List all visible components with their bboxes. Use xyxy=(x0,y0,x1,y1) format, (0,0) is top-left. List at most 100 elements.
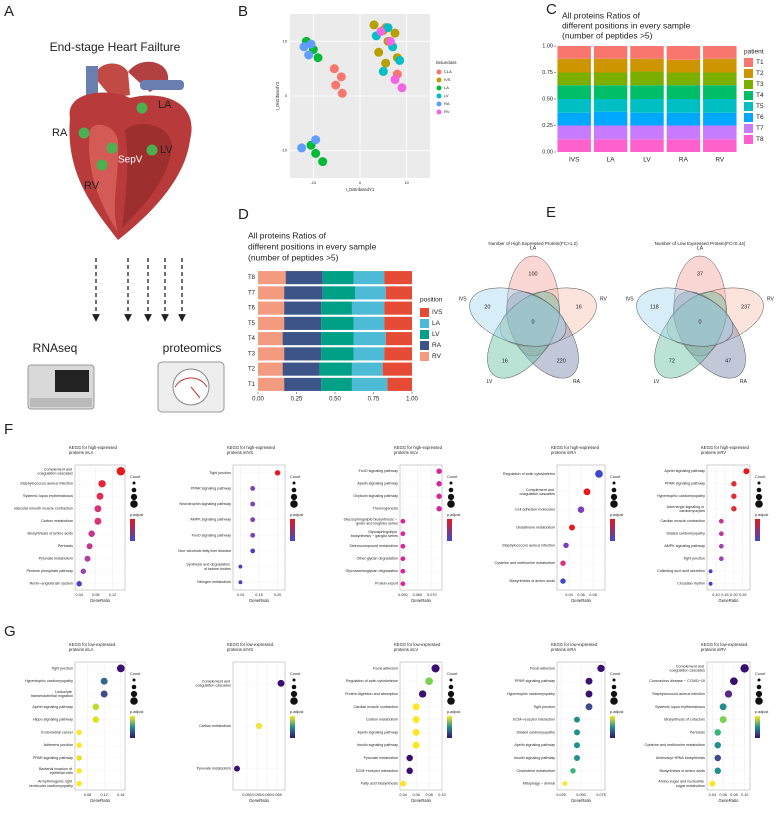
y-tick-label: Pyruvate metabolism xyxy=(197,767,231,771)
bar-segment xyxy=(666,46,701,60)
y-tick-label: FoxO signaling pathway xyxy=(359,469,399,473)
x-tick-label: 0.08 xyxy=(425,793,432,797)
legend-swatch xyxy=(132,481,136,485)
bar-segment xyxy=(322,271,354,285)
dot xyxy=(400,531,406,537)
y-tick-label: Pentose phosphate pathway xyxy=(26,569,73,573)
y-tick-label: Systemic lupus erythematosus xyxy=(23,494,73,498)
bar-segment xyxy=(258,316,285,330)
legend-title: Count xyxy=(610,672,621,676)
x-tick-label: 0.20 xyxy=(730,593,737,597)
y-tick-label: T7 xyxy=(248,290,256,296)
dot xyxy=(400,780,407,787)
x-tick-label: LV xyxy=(643,157,651,164)
color-bar xyxy=(755,716,760,738)
venn-count: 118 xyxy=(650,305,659,311)
dot xyxy=(98,480,106,488)
y-tick-label: Aminoacyl−tRNA biosynthesis xyxy=(656,756,705,760)
chart-title: All proteins Ratios of xyxy=(248,230,327,240)
dot xyxy=(412,703,420,711)
bar-segment xyxy=(322,286,356,300)
x-tick-label: 0.06 xyxy=(577,593,584,597)
y-tick-label: Cardiac muscle contraction xyxy=(354,705,398,709)
region-label: SepV xyxy=(118,155,143,166)
point xyxy=(385,36,395,46)
bar-segment xyxy=(385,286,412,300)
legend-swatch xyxy=(292,481,296,485)
bar-segment xyxy=(321,332,354,346)
dot xyxy=(585,690,593,698)
dot xyxy=(92,703,100,711)
venn-set xyxy=(499,287,597,347)
legend-label: T7 xyxy=(756,125,764,132)
dot xyxy=(597,664,605,673)
method-label: RNAseq xyxy=(33,341,78,355)
y-tick-label: Staphylococcus aureus infection xyxy=(20,482,73,486)
bar-segment xyxy=(284,347,322,361)
bar-segment xyxy=(666,85,701,99)
venn-count: 47 xyxy=(725,358,731,364)
x-tick-label: 0.075 xyxy=(596,793,606,797)
y-tick-label: T5 xyxy=(248,321,256,327)
bar-segment xyxy=(353,332,386,346)
legend-swatch xyxy=(757,678,761,682)
venn-set xyxy=(506,291,579,379)
dot xyxy=(412,728,420,736)
bar-segment xyxy=(666,139,701,152)
point xyxy=(299,42,309,52)
legend-label: IVS xyxy=(444,77,451,82)
y-tick-label: Pertussis xyxy=(690,730,705,734)
bar-segment xyxy=(284,286,323,300)
x-tick-label: 0.00 xyxy=(252,397,264,403)
dot xyxy=(560,578,566,584)
dot xyxy=(94,505,102,513)
x-axis-label: GeneRatio xyxy=(718,798,739,803)
bar-segment xyxy=(282,362,320,376)
x-tick-label: 0.15 xyxy=(721,593,728,597)
y-tick-label: AMPK signaling pathway xyxy=(664,544,705,548)
y-tick-label: Oxytocin signaling pathway xyxy=(353,494,398,498)
dot xyxy=(116,467,126,476)
chart-title: KEGG for low-expressed xyxy=(701,642,748,647)
dot xyxy=(714,729,721,736)
bar-segment xyxy=(353,316,385,330)
chart-title: proteins inIVS xyxy=(227,450,253,455)
x-tick-label: 0.10 xyxy=(438,793,445,797)
dot xyxy=(92,716,100,723)
y-tick-label: Amino sugar and nucleotide sugar metabol… xyxy=(658,780,705,788)
y-tick-label: Hypertrophic cardiomyopathy xyxy=(25,679,73,683)
dot xyxy=(400,518,406,524)
chart-title: proteins inIVS xyxy=(227,647,253,652)
dot xyxy=(412,741,420,749)
point xyxy=(374,47,384,57)
y-tick-label: Vascular smooth muscle contraction xyxy=(14,507,73,511)
y-tick-label: Focal adhesion xyxy=(373,666,398,670)
x-tick-label: 0.08 xyxy=(84,793,91,797)
plot-frame xyxy=(399,661,443,791)
y-tick-label: Cysteine and methionine metabolism xyxy=(495,561,555,565)
x-tick-label: 0.08 xyxy=(92,593,99,597)
legend-swatch xyxy=(447,690,455,698)
dot xyxy=(436,506,442,512)
legend-swatch xyxy=(755,697,763,705)
y-tick-label: 0.50 xyxy=(542,96,553,102)
legend-swatch xyxy=(744,113,753,122)
x-tick-label: 0.06 xyxy=(412,793,419,797)
dot xyxy=(400,543,406,549)
legend-title: p.adjust xyxy=(290,513,304,517)
legend-swatch xyxy=(130,500,138,508)
legend-title: p.adjust xyxy=(130,513,144,517)
dot xyxy=(86,543,93,550)
venn-set-label: RV xyxy=(767,296,775,302)
x-tick-label: 0.050 xyxy=(398,593,408,597)
x-tick-label: 0.10 xyxy=(741,793,748,797)
dot xyxy=(96,492,104,500)
point xyxy=(381,58,391,68)
arrows xyxy=(92,258,186,322)
x-tick-label: 0.060 xyxy=(413,593,423,597)
chart-title: proteins inRV xyxy=(701,450,726,455)
y-tick-label: Dilated cardiomyopathy xyxy=(666,532,705,536)
point xyxy=(378,66,388,76)
dot xyxy=(560,560,566,566)
venn-set-label: RV xyxy=(600,296,608,302)
